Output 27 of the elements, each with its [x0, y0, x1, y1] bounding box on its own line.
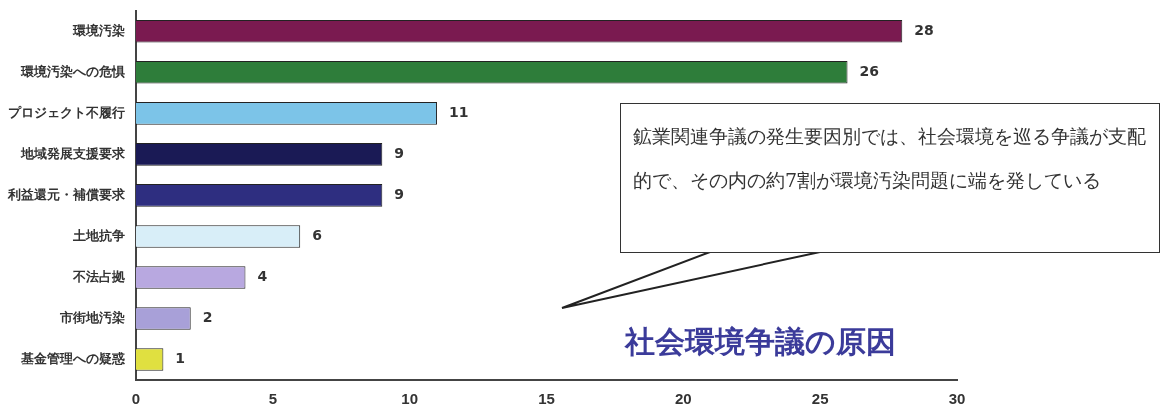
y-tick-label: プロジェクト不履行 [8, 104, 125, 120]
y-tick-label: 環境汚染 [72, 22, 125, 38]
data-label: 4 [257, 268, 268, 285]
y-tick-label: 市街地汚染 [59, 310, 125, 326]
annotation: 鉱業関連争議の発生要因別では、社会環境を巡る争議が支配的で、その内の約7割が環境汚染問題に端を発している [620, 103, 1160, 253]
x-tick-label: 20 [674, 390, 692, 408]
y-tick-label: 地域発展支援要求 [20, 145, 126, 161]
x-tick-label: 15 [538, 390, 555, 408]
data-label: 6 [312, 227, 322, 244]
data-label: 28 [914, 21, 934, 38]
y-tick-label: 利益還元・補償要求 [7, 186, 126, 202]
x-tick-label: 10 [401, 390, 419, 408]
y-tick-label: 土地抗争 [72, 228, 125, 243]
x-tick-label: 30 [948, 390, 966, 408]
y-tick-label: 環境汚染への危惧 [20, 63, 125, 79]
data-label: 11 [449, 104, 469, 120]
data-label: 1 [175, 350, 186, 367]
y-tick-label: 不法占拠 [72, 269, 125, 285]
x-tick-label: 0 [131, 390, 141, 408]
data-label: 9 [394, 186, 405, 203]
x-tick-label: 25 [811, 390, 829, 408]
y-tick-label: 基金管理への疑惑 [20, 351, 126, 367]
data-label: 9 [394, 145, 405, 162]
data-label: 2 [202, 309, 213, 326]
text: 社会環境争議の原因 [625, 323, 896, 361]
data-label: 26 [859, 62, 880, 79]
x-tick-label: 5 [268, 390, 278, 408]
